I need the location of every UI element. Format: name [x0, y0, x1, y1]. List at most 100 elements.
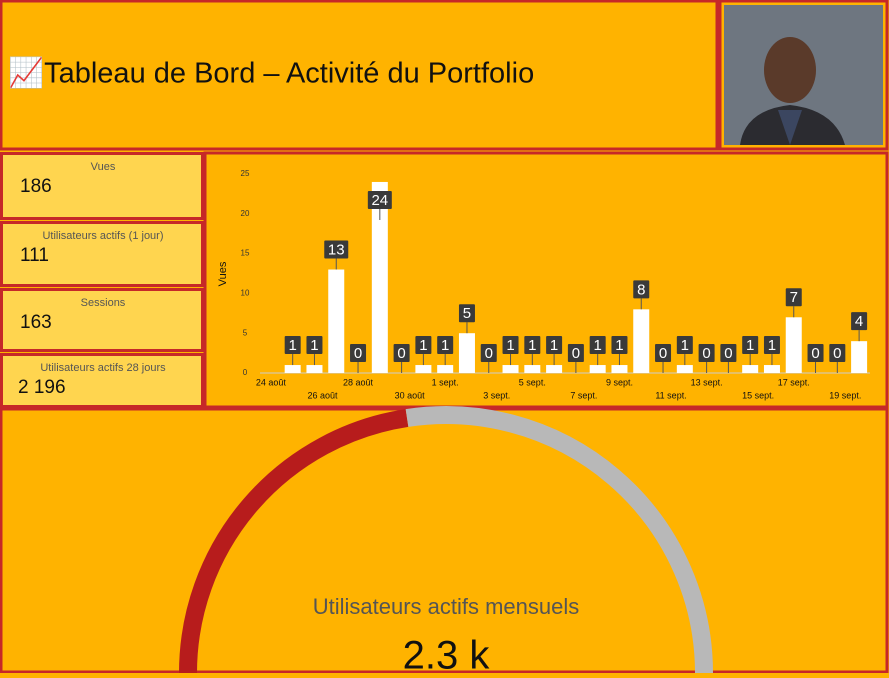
- x-tick-label: 24 août: [256, 377, 287, 387]
- data-label-box: [524, 336, 541, 355]
- data-label-box: [306, 336, 323, 355]
- data-label: 1: [441, 337, 449, 354]
- data-label-box: [324, 240, 349, 259]
- kpi-card: [0, 221, 204, 287]
- data-label-box: [480, 344, 497, 362]
- gauge-value: 2.3 k: [403, 634, 491, 673]
- data-label: 1: [746, 337, 754, 354]
- data-label: 24: [371, 192, 388, 209]
- x-tick-label: 30 août: [395, 390, 426, 400]
- data-label: 0: [659, 345, 667, 362]
- bar: [415, 365, 432, 373]
- data-label-box: [611, 336, 628, 355]
- data-label-box: [567, 344, 584, 362]
- bar: [589, 365, 606, 373]
- y-tick-label: 0: [243, 368, 248, 377]
- data-label-box: [458, 304, 475, 323]
- x-tick-label: 13 sept.: [691, 377, 723, 387]
- data-label: 1: [289, 337, 297, 354]
- data-label: 1: [594, 337, 602, 354]
- data-label-box: [763, 336, 780, 355]
- kpi-card: [0, 288, 204, 352]
- data-label: 0: [485, 345, 493, 362]
- bar: [742, 365, 759, 373]
- header-panel: [0, 0, 719, 151]
- data-label-box: [589, 336, 606, 355]
- x-tick-label: 1 sept.: [432, 377, 459, 387]
- bar: [676, 365, 693, 373]
- x-tick-label: 3 sept.: [483, 390, 510, 400]
- data-label: 0: [724, 345, 732, 362]
- x-tick-label: 28 août: [343, 377, 374, 387]
- x-tick-label: 7 sept.: [570, 390, 597, 400]
- data-label-box: [633, 280, 650, 299]
- data-label-box: [437, 336, 454, 355]
- profile-photo: [724, 5, 883, 145]
- data-label-box: [546, 336, 563, 355]
- data-label: 1: [528, 337, 536, 354]
- y-axis-label: Vues: [217, 261, 229, 286]
- data-label-box: [655, 344, 672, 362]
- gauge-panel: [0, 407, 889, 674]
- bar: [458, 333, 475, 373]
- data-label-box: [851, 312, 868, 331]
- y-tick-label: 10: [241, 289, 250, 298]
- bar: [306, 365, 323, 373]
- data-label: 1: [768, 337, 776, 354]
- data-label: 1: [615, 337, 623, 354]
- data-label: 1: [310, 337, 318, 354]
- y-tick-label: 20: [241, 209, 250, 218]
- data-label-box: [742, 336, 759, 355]
- data-label-box: [415, 336, 432, 355]
- x-tick-label: 11 sept.: [655, 390, 686, 400]
- x-tick-label: 26 août: [307, 390, 338, 400]
- kpi-value: 186: [20, 176, 52, 197]
- data-label-box: [393, 344, 410, 362]
- bar: [437, 365, 454, 373]
- y-tick-label: 15: [241, 249, 250, 258]
- data-label: 13: [328, 241, 345, 258]
- bar: [611, 365, 628, 373]
- x-tick-label: 15 sept.: [742, 390, 774, 400]
- kpi-value: 163: [20, 312, 52, 333]
- data-label-box: [350, 344, 367, 362]
- kpi-label: Utilisateurs actifs (1 jour): [42, 230, 163, 242]
- data-label-box: [502, 336, 519, 355]
- bar: [284, 365, 301, 373]
- data-label: 5: [463, 305, 471, 322]
- gauge-arc-value: [179, 409, 409, 674]
- kpi-value: 2 196: [18, 377, 66, 398]
- bar: [328, 269, 345, 373]
- data-label: 1: [550, 337, 558, 354]
- data-label: 0: [572, 345, 580, 362]
- bar: [851, 341, 868, 373]
- data-label: 1: [506, 337, 514, 354]
- data-label: 4: [855, 313, 863, 330]
- y-tick-label: 5: [243, 328, 248, 337]
- title: 📈Tableau de Bord – Activité du Portfolio: [8, 56, 534, 90]
- bar: [524, 365, 541, 373]
- data-label: 0: [702, 345, 710, 362]
- bar: [763, 365, 780, 373]
- y-tick-label: 25: [241, 169, 250, 178]
- x-tick-label: 5 sept.: [519, 377, 546, 387]
- bar: [502, 365, 519, 373]
- data-label-box: [676, 336, 693, 355]
- x-tick-label: 19 sept.: [829, 390, 861, 400]
- data-label: 0: [811, 345, 819, 362]
- kpi-card: [0, 353, 204, 408]
- kpi-label: Utilisateurs actifs 28 jours: [40, 362, 166, 374]
- data-label-box: [720, 344, 737, 362]
- data-label: 1: [419, 337, 427, 354]
- bar: [633, 309, 650, 373]
- data-label: 0: [833, 345, 841, 362]
- data-label: 0: [354, 345, 362, 362]
- data-label-box: [807, 344, 824, 362]
- data-label-box: [698, 344, 715, 362]
- x-tick-label: 9 sept.: [606, 377, 633, 387]
- kpi-label: Sessions: [81, 297, 126, 309]
- bar: [371, 181, 388, 373]
- data-label: 8: [637, 281, 645, 298]
- chart-panel: [203, 151, 889, 409]
